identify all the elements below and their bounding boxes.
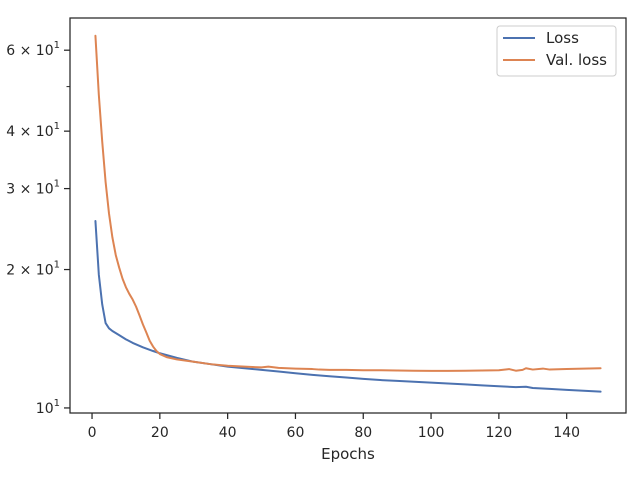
- y-tick-exponent: 1: [54, 40, 60, 51]
- series-layer: [94, 34, 602, 393]
- x-tick-label: 100: [418, 425, 445, 441]
- y-tick-base: 10: [36, 124, 54, 140]
- y-tick-mantissa: 2: [6, 263, 15, 279]
- y-tick-mantissa: 3: [6, 182, 15, 198]
- y-tick-times: ×: [15, 182, 36, 198]
- y-tick-times: ×: [15, 263, 36, 279]
- y-tick-base: 10: [36, 182, 54, 198]
- legend-label: Loss: [546, 29, 579, 47]
- x-tick-label: 40: [219, 425, 237, 441]
- y-tick-mantissa: 6: [6, 43, 15, 59]
- y-tick-mantissa: 4: [6, 124, 15, 140]
- legend: Loss Val. loss: [496, 25, 617, 77]
- y-tick-exponent: 1: [54, 121, 60, 132]
- y-tick-times: ×: [15, 124, 36, 140]
- series-line-loss: [94, 220, 602, 393]
- x-tick-label: 120: [485, 425, 512, 441]
- plot-area: [69, 17, 627, 414]
- x-axis-label: Epochs: [321, 445, 375, 463]
- y-tick-label: 3 × 101: [6, 179, 60, 198]
- x-tick-label: 140: [553, 425, 580, 441]
- y-tick-base: 10: [36, 401, 54, 417]
- y-tick-exponent: 1: [54, 260, 60, 271]
- y-tick-label: 4 × 101: [6, 121, 60, 140]
- series-line-val-loss: [94, 34, 602, 372]
- x-tick-label: 80: [354, 425, 372, 441]
- y-tick-label: 2 × 101: [6, 260, 60, 279]
- x-tick-label: 20: [151, 425, 169, 441]
- x-tick-label: 60: [287, 425, 305, 441]
- y-tick-base: 10: [36, 263, 54, 279]
- y-tick-label: 101: [36, 398, 60, 417]
- y-tick-times: ×: [15, 43, 36, 59]
- y-tick-exponent: 1: [54, 398, 60, 409]
- y-tick-exponent: 1: [54, 179, 60, 190]
- legend-label: Val. loss: [546, 51, 607, 69]
- y-tick-base: 10: [36, 43, 54, 59]
- x-tick-label: 0: [88, 425, 97, 441]
- y-tick-label: 6 × 101: [6, 40, 60, 59]
- x-axis-ticks: 0 20 40 60 80 100 120 140: [88, 413, 580, 441]
